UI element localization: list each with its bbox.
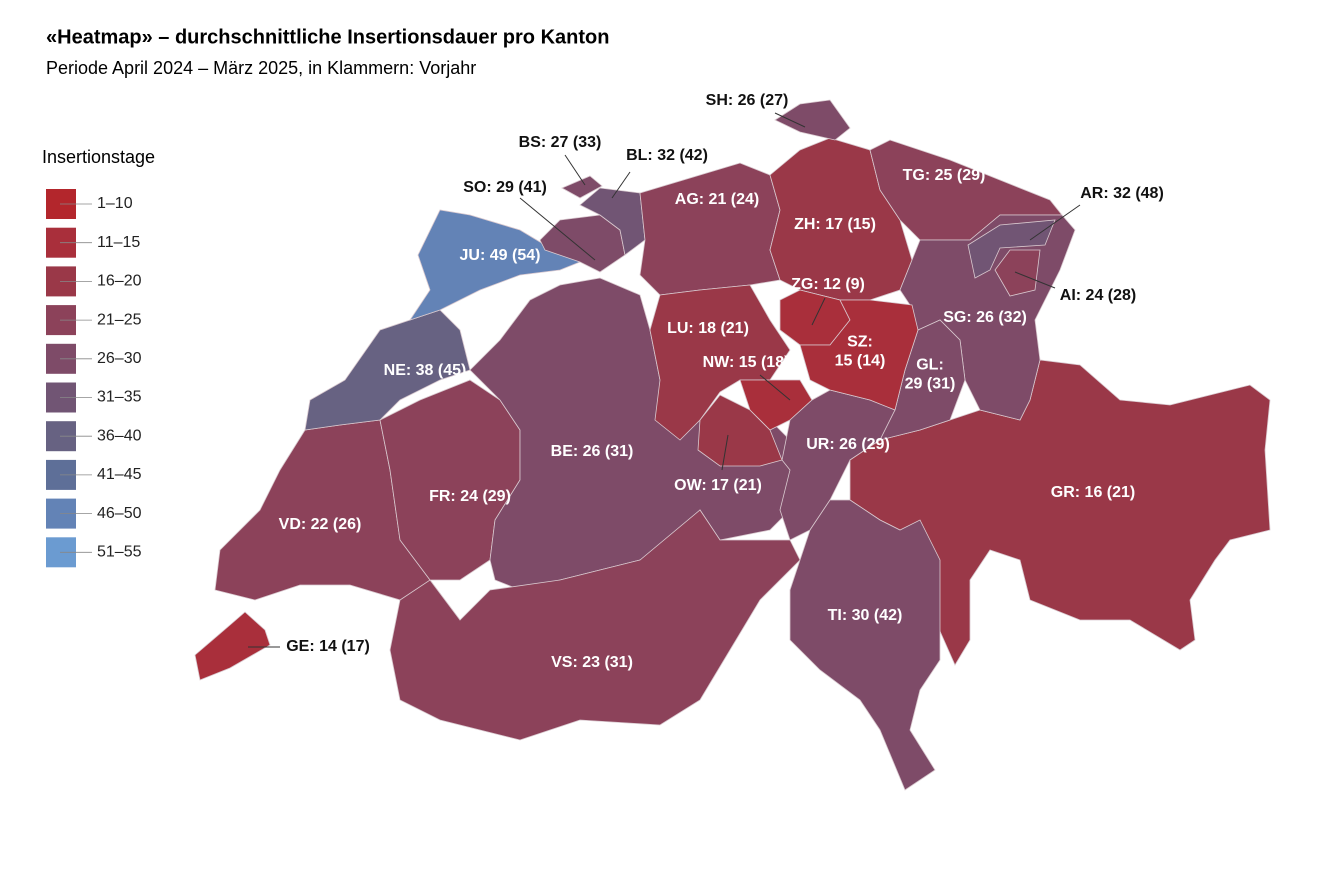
legend-label: 51–55 xyxy=(97,544,142,561)
legend: 1–10 11–15 16–20 21–25 26–30 31–35 36–40 41–45 4… xyxy=(46,189,142,568)
leader-line xyxy=(759,374,791,401)
subtitle: Periode April 2024 – März 2025, in Klamm… xyxy=(46,58,476,78)
canton-label: AI: 24 (28) xyxy=(1060,287,1136,304)
canton-label: BL: 32 (42) xyxy=(626,147,708,164)
leader-line xyxy=(1029,204,1081,241)
legend-label: 41–45 xyxy=(97,466,142,483)
canton-label: VD: 22 (26) xyxy=(279,516,362,533)
legend-title: Insertionstage xyxy=(42,147,155,167)
canton-label: BS: 27 (33) xyxy=(519,134,602,151)
leader-line xyxy=(774,112,806,128)
canton-label: NE: 38 (45) xyxy=(384,362,467,379)
canton-label: AG: 21 (24) xyxy=(675,191,759,208)
canton-area xyxy=(967,219,1056,279)
leader-line xyxy=(811,297,826,326)
canton-label: 15 (14) xyxy=(835,353,886,370)
canton-label: LU: 18 (21) xyxy=(667,320,749,337)
canton-label: ZG: 12 (9) xyxy=(791,276,865,293)
canton-area xyxy=(799,299,919,411)
canton-label: UR: 26 (29) xyxy=(806,436,890,453)
canton-labels: VD: 22 (26) GE: 14 (17) NE: 38 (45) JU: 49 … xyxy=(248,92,1164,671)
canton-label: SH: 26 (27) xyxy=(706,92,789,109)
canton-label: GE: 14 (17) xyxy=(286,638,370,655)
legend-label: 36–40 xyxy=(97,427,142,444)
leader-line xyxy=(1014,271,1056,289)
legend-label: 31–35 xyxy=(97,389,142,406)
canton-label: SZ: xyxy=(847,334,873,351)
canton-area xyxy=(561,175,603,199)
canton-label: NW: 15 (18) xyxy=(703,354,790,371)
leader-line xyxy=(564,154,586,186)
legend-label: 11–15 xyxy=(97,234,140,251)
leader-line xyxy=(721,434,729,471)
canton-area xyxy=(774,99,851,141)
canton-area xyxy=(579,187,646,256)
cantons xyxy=(194,99,1271,791)
canton-area xyxy=(789,499,941,791)
title: «Heatmap» – durchschnittliche Insertions… xyxy=(46,26,609,48)
canton-label: OW: 17 (21) xyxy=(674,477,762,494)
canton-label: BE: 26 (31) xyxy=(551,443,634,460)
legend-label: 1–10 xyxy=(97,195,133,212)
canton-label: GL: xyxy=(916,357,944,374)
canton-label: ZH: 17 (15) xyxy=(794,216,876,233)
canton-area xyxy=(194,611,271,681)
canton-label: TI: 30 (42) xyxy=(828,607,903,624)
canton-area xyxy=(849,359,1271,666)
canton-label: GR: 16 (21) xyxy=(1051,484,1135,501)
leader-line xyxy=(519,197,596,261)
leader-line xyxy=(611,171,631,199)
canton-label: TG: 25 (29) xyxy=(903,167,986,184)
canton-label: FR: 24 (29) xyxy=(429,488,511,505)
canton-label: JU: 49 (54) xyxy=(460,247,541,264)
canton-area xyxy=(389,509,801,741)
canton-label: SO: 29 (41) xyxy=(463,179,547,196)
canton-label: VS: 23 (31) xyxy=(551,654,633,671)
legend-label: 26–30 xyxy=(97,350,142,367)
legend-label: 21–25 xyxy=(97,311,142,328)
legend-label: 16–20 xyxy=(97,273,142,290)
canton-label: AR: 32 (48) xyxy=(1080,185,1164,202)
legend-label: 46–50 xyxy=(97,505,142,522)
canton-area xyxy=(469,277,801,591)
canton-area xyxy=(639,162,781,296)
canton-label: SG: 26 (32) xyxy=(943,309,1027,326)
canton-label: 29 (31) xyxy=(905,376,956,393)
